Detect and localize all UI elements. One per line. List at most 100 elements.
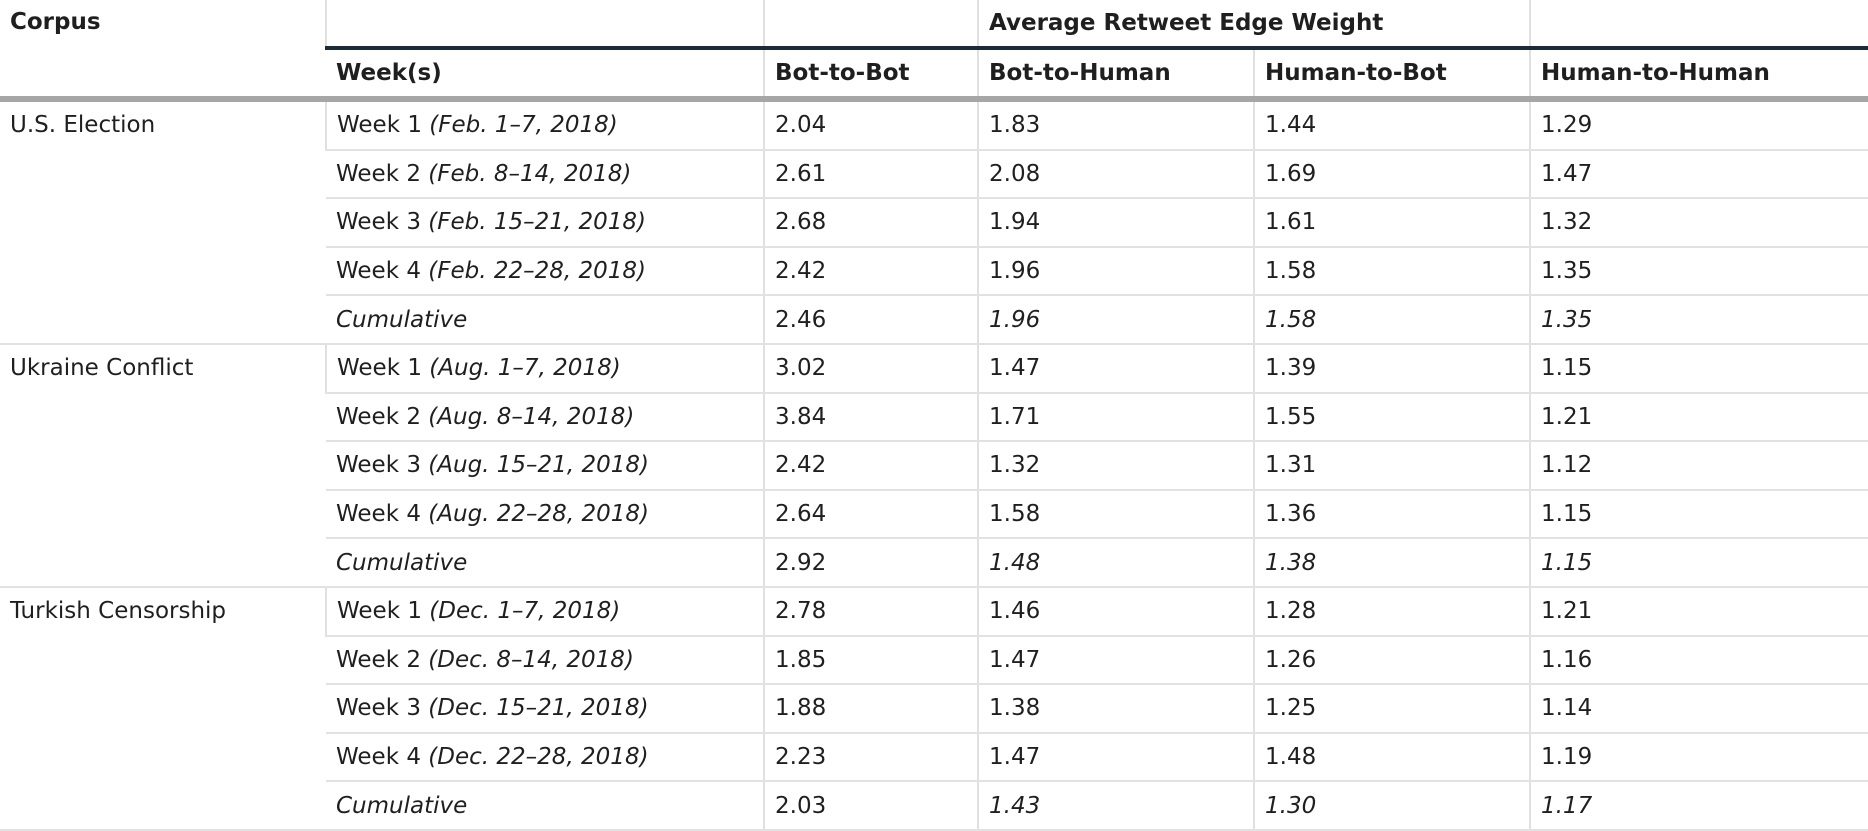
human-to-bot-value: 1.48 bbox=[1253, 732, 1530, 783]
week-date-range: (Aug. 1–7, 2018) bbox=[429, 355, 621, 382]
bot-to-human-value: 1.47 bbox=[977, 635, 1254, 686]
bot-to-human-value: 1.83 bbox=[977, 99, 1254, 151]
bot-to-bot-value: 2.42 bbox=[763, 441, 978, 491]
human-to-bot-value: 1.31 bbox=[1253, 441, 1530, 491]
header-human-to-bot: Human-to-Bot bbox=[1253, 48, 1530, 102]
cumulative-bot-to-human-value: 1.43 bbox=[977, 781, 1254, 831]
week-label: Week 4 bbox=[336, 258, 421, 285]
cumulative-label: Cumulative bbox=[326, 295, 764, 345]
corpus-cell: Ukraine Conflict bbox=[0, 343, 326, 588]
human-to-human-value: 1.16 bbox=[1529, 635, 1868, 686]
bot-to-human-value: 1.38 bbox=[977, 684, 1254, 734]
header-blank-mid bbox=[763, 0, 978, 50]
human-to-bot-value: 1.25 bbox=[1253, 684, 1530, 734]
cumulative-human-to-bot-value: 1.30 bbox=[1253, 781, 1530, 831]
cumulative-bot-to-human-value: 1.96 bbox=[977, 295, 1254, 345]
cumulative-row: Cumulative 2.03 1.43 1.30 1.17 bbox=[0, 781, 1868, 831]
week-cell: Week 3 (Dec. 15–21, 2018) bbox=[326, 684, 764, 734]
cumulative-label: Cumulative bbox=[326, 538, 764, 588]
week-label: Week 2 bbox=[336, 403, 421, 430]
bot-to-bot-value: 2.61 bbox=[763, 149, 978, 200]
header-row-group: Corpus Average Retweet Edge Weight bbox=[0, 0, 1868, 102]
human-to-human-value: 1.15 bbox=[1529, 489, 1868, 540]
cumulative-bot-to-bot-value: 2.92 bbox=[763, 538, 978, 588]
bot-to-human-value: 1.46 bbox=[977, 586, 1254, 637]
table-row: Week 2 (Feb. 8–14, 2018) 2.61 2.08 1.69 1.47 bbox=[0, 149, 1868, 200]
header-bot-to-bot: Bot-to-Bot bbox=[763, 48, 978, 102]
header-blank-right bbox=[1529, 0, 1868, 50]
week-date-range: (Feb. 15–21, 2018) bbox=[428, 209, 647, 236]
human-to-human-value: 1.29 bbox=[1529, 99, 1868, 151]
header-weeks: Week(s) bbox=[326, 48, 764, 102]
header-bot-to-human: Bot-to-Human bbox=[977, 48, 1254, 102]
human-to-human-value: 1.14 bbox=[1529, 684, 1868, 734]
bot-to-human-value: 1.47 bbox=[977, 732, 1254, 783]
week-label: Week 1 bbox=[337, 598, 422, 625]
week-date-range: (Feb. 22–28, 2018) bbox=[428, 258, 647, 285]
week-cell: Week 1 (Dec. 1–7, 2018) bbox=[325, 586, 764, 637]
header-row-columns: Week(s) Bot-to-Bot Bot-to-Human Human-to… bbox=[0, 48, 1868, 102]
week-label: Week 1 bbox=[337, 112, 422, 139]
human-to-bot-value: 1.55 bbox=[1253, 392, 1530, 443]
week-label: Week 4 bbox=[336, 744, 421, 771]
bot-to-bot-value: 2.68 bbox=[763, 198, 978, 248]
table-row: Week 2 (Dec. 8–14, 2018) 1.85 1.47 1.26 1.16 bbox=[0, 635, 1868, 686]
bot-to-bot-value: 2.78 bbox=[763, 586, 978, 637]
cumulative-human-to-human-value: 1.15 bbox=[1529, 538, 1868, 588]
week-cell: Week 4 (Feb. 22–28, 2018) bbox=[326, 246, 764, 297]
cumulative-bot-to-bot-value: 2.03 bbox=[763, 781, 978, 831]
table-row: Week 4 (Aug. 22–28, 2018) 2.64 1.58 1.36 1.1… bbox=[0, 489, 1868, 540]
bot-to-bot-value: 2.23 bbox=[763, 732, 978, 783]
bot-to-bot-value: 2.04 bbox=[763, 99, 978, 151]
bot-to-bot-value: 3.84 bbox=[763, 392, 978, 443]
week-cell: Week 2 (Dec. 8–14, 2018) bbox=[326, 635, 764, 686]
table-header: Corpus Average Retweet Edge Weight Week(… bbox=[0, 0, 1868, 102]
cumulative-human-to-human-value: 1.35 bbox=[1529, 295, 1868, 345]
bot-to-human-value: 1.94 bbox=[977, 198, 1254, 248]
bot-to-bot-value: 1.88 bbox=[763, 684, 978, 734]
table-row: Week 2 (Aug. 8–14, 2018) 3.84 1.71 1.55 1.21 bbox=[0, 392, 1868, 443]
human-to-bot-value: 1.58 bbox=[1253, 246, 1530, 297]
week-cell: Week 3 (Feb. 15–21, 2018) bbox=[326, 198, 764, 248]
bot-to-human-value: 1.58 bbox=[977, 489, 1254, 540]
cumulative-bot-to-human-value: 1.48 bbox=[977, 538, 1254, 588]
cumulative-row: Cumulative 2.46 1.96 1.58 1.35 bbox=[0, 295, 1868, 345]
bot-to-bot-value: 3.02 bbox=[763, 343, 978, 394]
corpus-cell: U.S. Election bbox=[0, 99, 326, 345]
header-group-average-retweet-edge-weight: Average Retweet Edge Weight bbox=[977, 0, 1530, 50]
table-row: U.S. Election Week 1 (Feb. 1–7, 2018) 2.04… bbox=[0, 99, 1868, 345]
bot-to-human-value: 1.32 bbox=[977, 441, 1254, 491]
week-date-range: (Aug. 22–28, 2018) bbox=[428, 501, 649, 528]
week-cell: Week 4 (Dec. 22–28, 2018) bbox=[326, 732, 764, 783]
human-to-bot-value: 1.26 bbox=[1253, 635, 1530, 686]
cumulative-label: Cumulative bbox=[326, 781, 764, 831]
human-to-human-value: 1.21 bbox=[1529, 392, 1868, 443]
week-label: Week 2 bbox=[336, 160, 421, 187]
human-to-bot-value: 1.36 bbox=[1253, 489, 1530, 540]
week-date-range: (Dec. 15–21, 2018) bbox=[428, 695, 649, 722]
cumulative-human-to-bot-value: 1.38 bbox=[1253, 538, 1530, 588]
week-cell: Week 1 (Aug. 1–7, 2018) bbox=[325, 343, 764, 394]
week-cell: Week 1 (Feb. 1–7, 2018) bbox=[325, 99, 764, 151]
corpus-cell: Turkish Censorship bbox=[0, 586, 326, 831]
bot-to-human-value: 2.08 bbox=[977, 149, 1254, 200]
table-row: Week 4 (Feb. 22–28, 2018) 2.42 1.96 1.58 1.3… bbox=[0, 246, 1868, 297]
week-date-range: (Feb. 1–7, 2018) bbox=[429, 112, 618, 139]
human-to-human-value: 1.19 bbox=[1529, 732, 1868, 783]
week-label: Week 3 bbox=[336, 452, 421, 479]
table-body: U.S. Election Week 1 (Feb. 1–7, 2018) 2.04… bbox=[0, 99, 1868, 831]
week-date-range: (Dec. 8–14, 2018) bbox=[428, 646, 634, 673]
human-to-bot-value: 1.69 bbox=[1253, 149, 1530, 200]
bot-to-human-value: 1.47 bbox=[977, 343, 1254, 394]
bot-to-human-value: 1.96 bbox=[977, 246, 1254, 297]
week-date-range: (Dec. 22–28, 2018) bbox=[428, 744, 649, 771]
header-human-to-human: Human-to-Human bbox=[1529, 48, 1868, 102]
header-blank-left bbox=[325, 0, 764, 50]
week-cell: Week 4 (Aug. 22–28, 2018) bbox=[326, 489, 764, 540]
week-date-range: (Dec. 1–7, 2018) bbox=[429, 598, 621, 625]
week-date-range: (Aug. 15–21, 2018) bbox=[428, 452, 649, 479]
cumulative-bot-to-bot-value: 2.46 bbox=[763, 295, 978, 345]
bot-to-bot-value: 2.64 bbox=[763, 489, 978, 540]
table-row: Week 3 (Aug. 15–21, 2018) 2.42 1.32 1.31 1.1… bbox=[0, 441, 1868, 491]
